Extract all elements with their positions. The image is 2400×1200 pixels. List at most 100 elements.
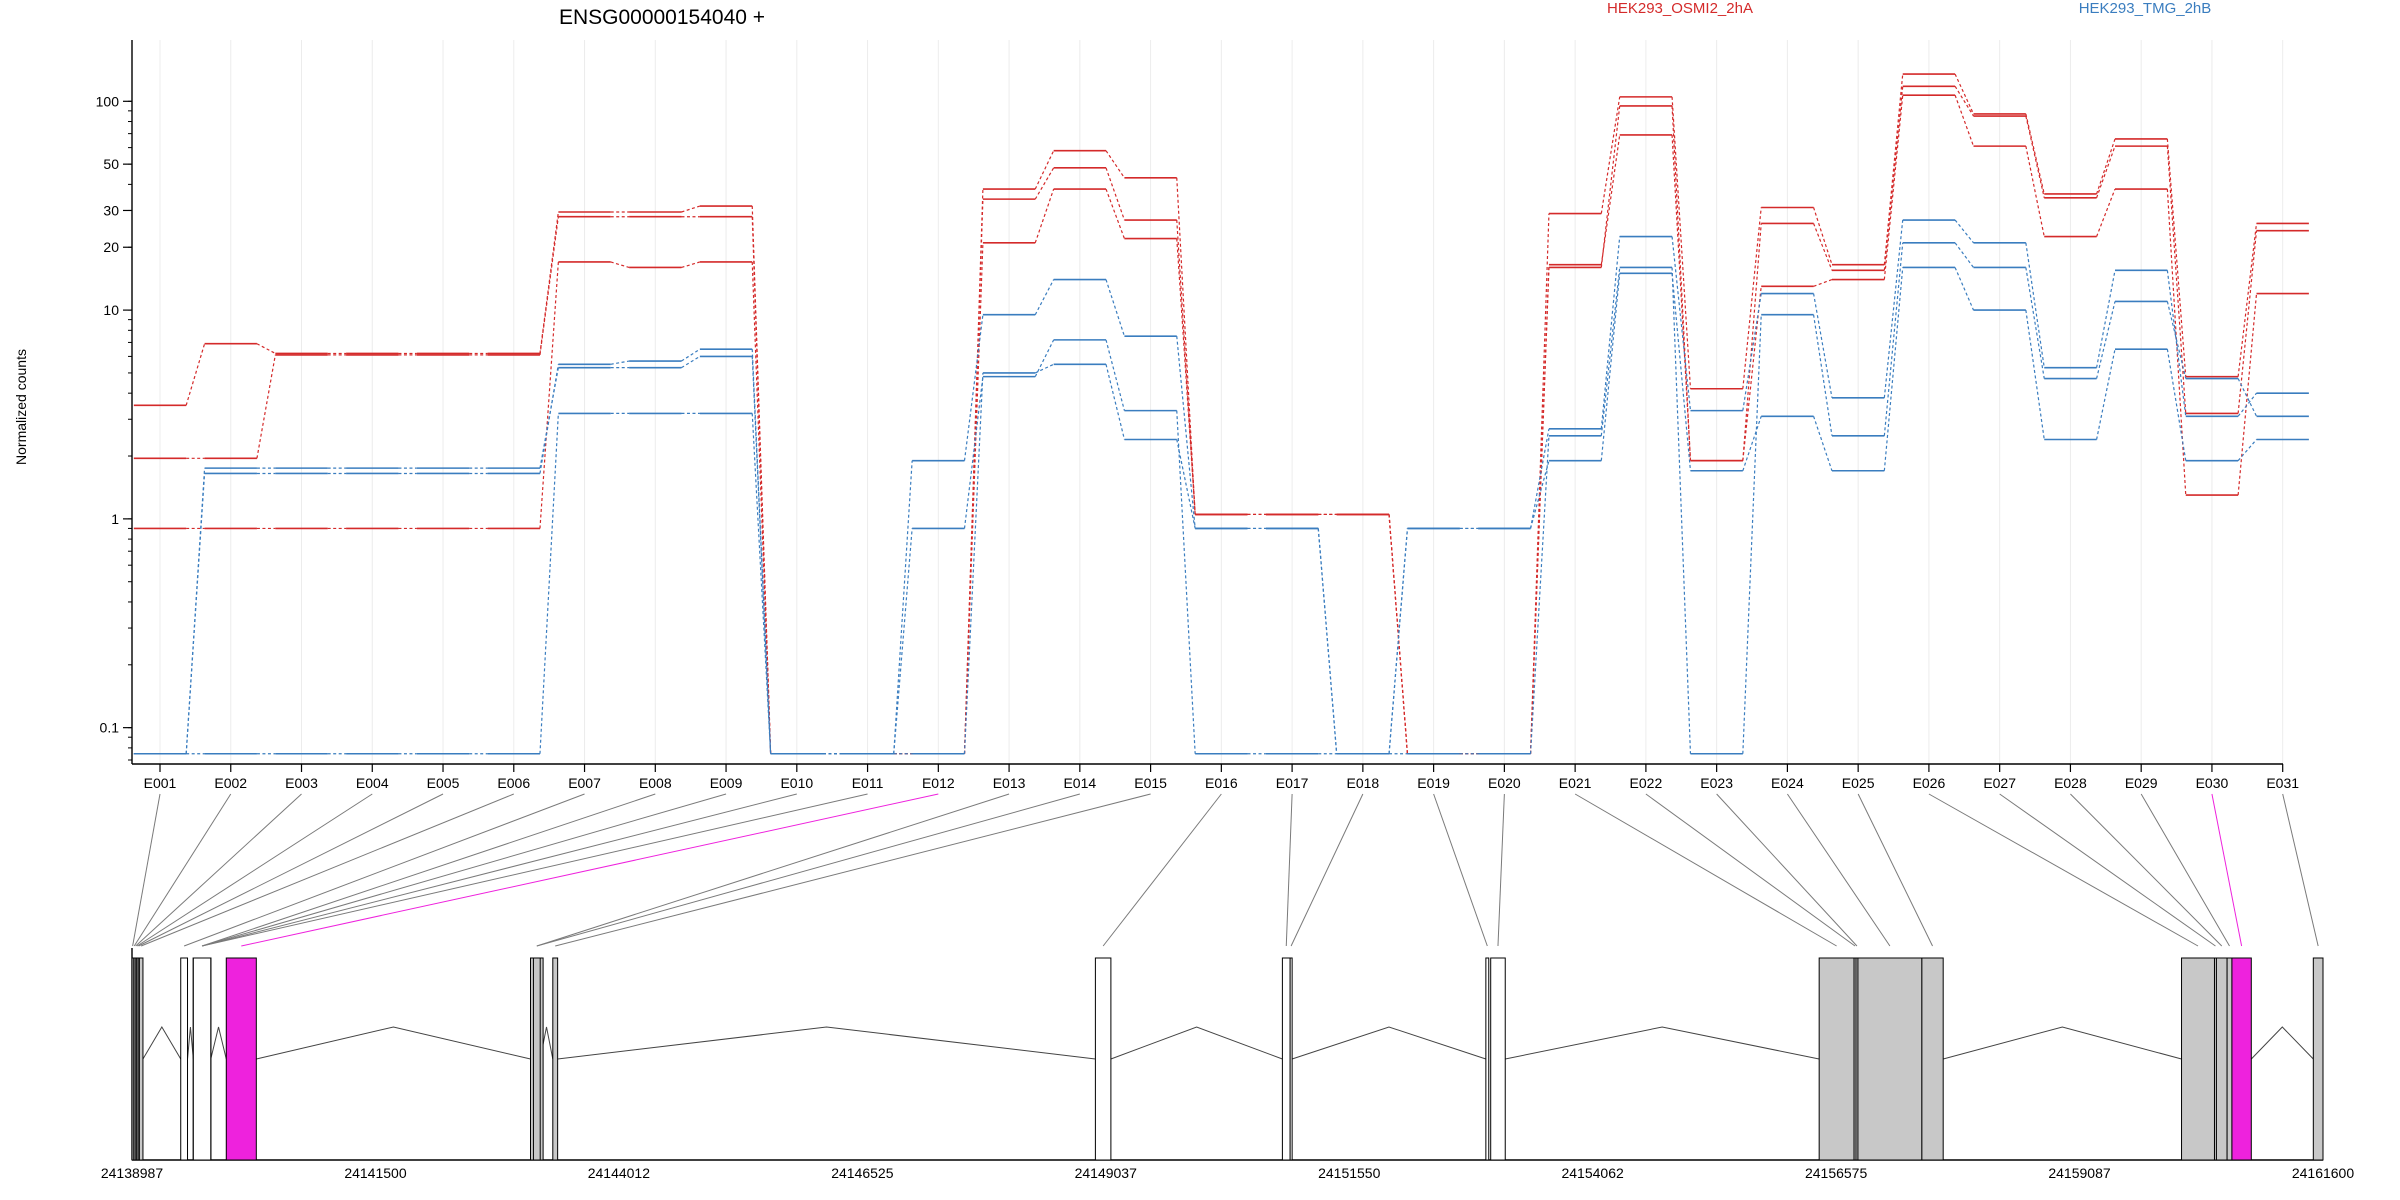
data-connector — [681, 205, 701, 213]
y-tick-label: 0.1 — [100, 720, 120, 736]
x-tick-label-e004: E004 — [356, 775, 389, 791]
x-tick-label-e025: E025 — [1842, 775, 1875, 791]
data-connector — [539, 261, 559, 529]
data-connector — [1812, 293, 1833, 398]
data-connector — [1883, 74, 1904, 265]
exon-link-line-e006 — [140, 793, 514, 947]
data-connector — [1105, 339, 1125, 411]
chart-title: ENSG00000154040 + — [559, 6, 765, 29]
legend-label-group-a: HEK293_OSMI2_2hA — [1607, 0, 1753, 17]
data-connector — [2166, 349, 2187, 461]
data-connector — [1954, 219, 1974, 244]
exon-box-e021 — [1818, 957, 1855, 1161]
data-connector — [2096, 301, 2116, 379]
x-tick-label-e026: E026 — [1913, 775, 1946, 791]
exon-box-e025 — [1921, 957, 1944, 1161]
data-connector — [1529, 428, 1550, 529]
data-connector — [1600, 273, 1621, 461]
exon-box-e024 — [1857, 957, 1923, 1161]
data-connector — [1105, 188, 1125, 239]
exon-box-e018 — [1289, 957, 1293, 1161]
data-connector — [2025, 115, 2045, 198]
data-connector — [2237, 223, 2258, 377]
data-connector — [185, 468, 206, 754]
data-connector — [2096, 349, 2116, 440]
data-connector — [963, 199, 984, 754]
data-connector — [963, 314, 984, 461]
data-connector — [1954, 267, 1975, 311]
data-connector — [256, 354, 276, 459]
data-connector — [1034, 167, 1055, 200]
exon-link-line-e004 — [136, 793, 373, 947]
x-tick-label-e022: E022 — [1630, 775, 1663, 791]
exon-link-line-e026 — [1928, 793, 2199, 947]
exon-box-e029 — [2226, 957, 2233, 1161]
data-connector — [1671, 105, 1692, 461]
exon-link-line-e001 — [132, 793, 161, 947]
legend-label-group-b: HEK293_TMG_2hB — [2079, 0, 2212, 17]
exon-link-line-e022 — [1645, 793, 1856, 947]
x-tick-label-e002: E002 — [214, 775, 247, 791]
x-tick-label-e029: E029 — [2125, 775, 2158, 791]
exon-link-line-e030 — [2211, 793, 2243, 947]
data-connector — [1742, 293, 1762, 411]
exon-box-e026 — [2181, 957, 2215, 1161]
intron-connector — [187, 1026, 194, 1060]
data-connector — [751, 216, 772, 754]
exon-link-line-e021 — [1574, 793, 1837, 947]
exon-link-line-e009 — [201, 793, 727, 947]
data-connector — [2025, 242, 2045, 368]
exon-link-line-e028 — [2070, 793, 2223, 947]
exon-link-line-e014 — [536, 793, 1080, 947]
data-connector — [1883, 267, 1904, 471]
intron-connector — [1110, 1026, 1283, 1060]
data-connector — [1034, 188, 1055, 244]
exon-box-e015 — [552, 957, 559, 1161]
y-axis-label: Normalized counts — [13, 349, 29, 465]
y-tick-label: 30 — [103, 202, 119, 218]
y-tick-label: 20 — [103, 239, 119, 255]
exon-box-e019 — [1485, 957, 1490, 1161]
genome-coordinate-label: 24146525 — [831, 1165, 894, 1181]
data-connector — [963, 372, 984, 754]
data-connector — [2237, 293, 2258, 496]
data-connector — [1883, 242, 1904, 436]
data-connector — [1883, 95, 1904, 280]
exon-link-line-e027 — [1999, 793, 2216, 947]
data-connector — [2025, 267, 2045, 379]
y-tick-label: 1 — [111, 511, 119, 527]
data-connector — [1954, 242, 1974, 268]
x-tick-label-e008: E008 — [639, 775, 672, 791]
data-connector — [1034, 279, 1055, 316]
y-tick-label: 100 — [96, 93, 120, 109]
data-connector — [1600, 267, 1621, 436]
exon-link-line-e005 — [138, 793, 444, 947]
exon-box-e020 — [1490, 957, 1506, 1161]
intron-connector — [1943, 1026, 2182, 1060]
x-tick-label-e015: E015 — [1134, 775, 1167, 791]
x-tick-label-e012: E012 — [922, 775, 955, 791]
exon-link-line-e013 — [536, 793, 1010, 947]
data-connector — [1742, 207, 1762, 389]
data-connector — [1671, 273, 1692, 471]
x-tick-label-e019: E019 — [1417, 775, 1450, 791]
data-connector — [893, 460, 913, 754]
data-connector — [681, 261, 701, 269]
genome-coordinate-label: 24159087 — [2048, 1165, 2111, 1181]
data-connector — [539, 211, 559, 354]
data-connector — [2096, 145, 2116, 198]
genome-coordinate-label: 24156575 — [1805, 1165, 1868, 1181]
data-connector — [1105, 364, 1125, 440]
exon-link-line-e003 — [135, 793, 302, 947]
data-connector — [610, 360, 630, 365]
data-connector — [1671, 134, 1692, 461]
x-tick-label-e027: E027 — [1983, 775, 2016, 791]
x-tick-label-e007: E007 — [568, 775, 601, 791]
data-connector — [1954, 85, 1975, 117]
exon-link-line-e024 — [1786, 793, 1891, 947]
intron-connector — [256, 1026, 531, 1060]
data-connector — [2166, 146, 2187, 414]
data-connector — [1105, 279, 1125, 337]
exon-link-line-e007 — [183, 793, 585, 947]
